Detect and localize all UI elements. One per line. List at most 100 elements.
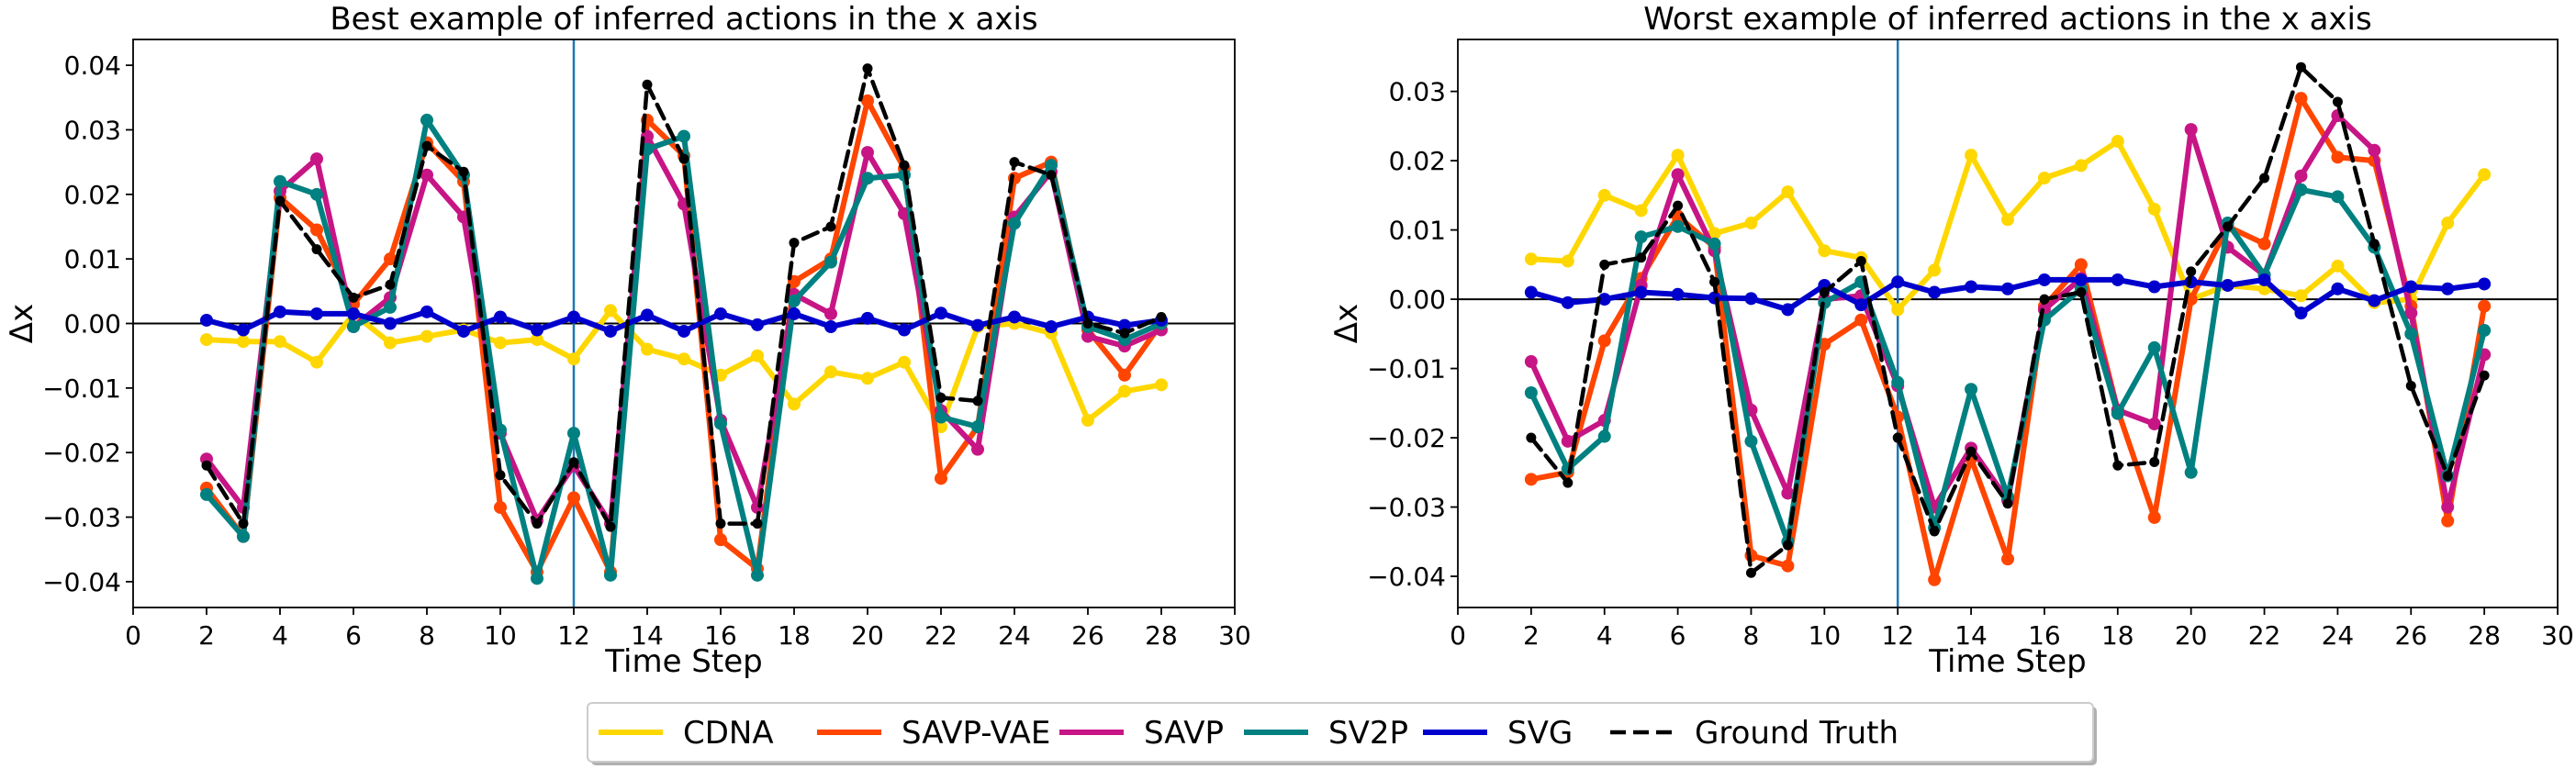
data-point (495, 470, 506, 481)
data-point (1965, 149, 1978, 162)
data-point (2223, 221, 2234, 232)
data-point (1928, 263, 1942, 277)
legend-entry-savp: SAVP (1059, 715, 1224, 752)
data-point (861, 311, 874, 325)
data-point (420, 305, 433, 318)
data-point (935, 472, 947, 485)
data-point (2037, 273, 2051, 286)
chart-title: Best example of inferred actions in the … (330, 1, 1037, 38)
data-point (310, 152, 323, 166)
data-point (1709, 276, 1720, 287)
data-point (567, 310, 580, 324)
data-point (2478, 299, 2492, 313)
data-point (2074, 273, 2088, 286)
data-point (825, 221, 836, 232)
series-svg (1524, 273, 2492, 320)
x-tick-label: 10 (1809, 620, 1842, 651)
data-point (2404, 280, 2418, 294)
data-point (274, 195, 286, 206)
data-point (2404, 306, 2418, 320)
data-point (494, 423, 507, 437)
data-point (1744, 217, 1758, 230)
data-point (531, 333, 543, 347)
data-point (1855, 256, 1866, 267)
x-tick-label: 0 (125, 620, 141, 651)
data-point (861, 172, 874, 185)
data-point (2002, 498, 2013, 509)
data-point (310, 223, 323, 237)
data-point (1891, 275, 1905, 289)
data-point (420, 113, 433, 127)
y-tick-label: 0.03 (1389, 77, 1446, 107)
data-point (1524, 285, 1538, 299)
data-point (2404, 327, 2418, 340)
data-point (1634, 204, 1648, 217)
data-point (715, 518, 726, 529)
y-tick-label: 0.01 (1389, 216, 1446, 246)
x-tick-label: 2 (198, 620, 215, 651)
data-point (2368, 294, 2381, 307)
x-tick-label: 18 (2101, 620, 2134, 651)
data-point (1928, 573, 1942, 586)
data-point (1744, 434, 1758, 448)
data-point (421, 140, 432, 151)
x-tick-label: 12 (557, 620, 590, 651)
legend-entry-svg: SVG (1423, 715, 1573, 752)
x-tick-label: 8 (1743, 620, 1760, 651)
data-point (1155, 378, 1168, 392)
axes-frame (1457, 39, 2559, 608)
data-point (1561, 295, 1574, 309)
data-point (935, 410, 947, 424)
data-point (1673, 200, 1684, 211)
data-point (1118, 384, 1131, 398)
plot-worst-example: Worst example of inferred actions in the… (1328, 1, 2574, 680)
data-point (200, 333, 213, 347)
data-point (1561, 254, 1574, 268)
y-tick-label: 0.00 (64, 309, 121, 340)
data-point (2441, 282, 2455, 295)
data-point (2331, 259, 2345, 273)
data-point (604, 304, 617, 318)
y-tick-label: −0.01 (42, 373, 121, 404)
data-point (237, 323, 250, 337)
data-point (2368, 143, 2381, 157)
series-ground-truth (1526, 61, 2490, 578)
data-point (751, 318, 764, 331)
data-point (420, 168, 433, 182)
data-point (824, 320, 837, 334)
data-point (2147, 340, 2161, 354)
x-tick-label: 18 (778, 620, 811, 651)
data-point (1597, 188, 1611, 202)
data-point (971, 442, 984, 456)
data-point (861, 94, 874, 107)
x-tick-label: 6 (345, 620, 362, 651)
legend-label: CDNA (683, 715, 774, 752)
data-point (1636, 252, 1647, 263)
data-point (1671, 168, 1685, 182)
data-point (604, 324, 617, 338)
x-tick-label: 20 (851, 620, 884, 651)
data-point (274, 335, 286, 349)
data-point (2111, 407, 2124, 420)
data-point (861, 146, 874, 160)
x-tick-label: 26 (2394, 620, 2427, 651)
data-point (1671, 219, 1685, 233)
data-point (972, 396, 983, 407)
data-point (494, 336, 507, 350)
data-point (605, 521, 616, 532)
data-point (971, 420, 984, 434)
legend-label: SVG (1507, 715, 1573, 752)
data-point (532, 518, 543, 529)
data-point (1891, 303, 1905, 317)
data-point (531, 572, 543, 585)
data-point (678, 129, 690, 143)
data-point (1854, 313, 1868, 327)
data-point (899, 160, 910, 171)
data-point (1046, 170, 1057, 181)
data-point (1819, 287, 1830, 298)
data-point (1562, 477, 1574, 488)
data-point (935, 306, 947, 320)
data-point (2442, 471, 2453, 482)
data-point (2001, 213, 2014, 227)
data-point (1928, 285, 1942, 299)
